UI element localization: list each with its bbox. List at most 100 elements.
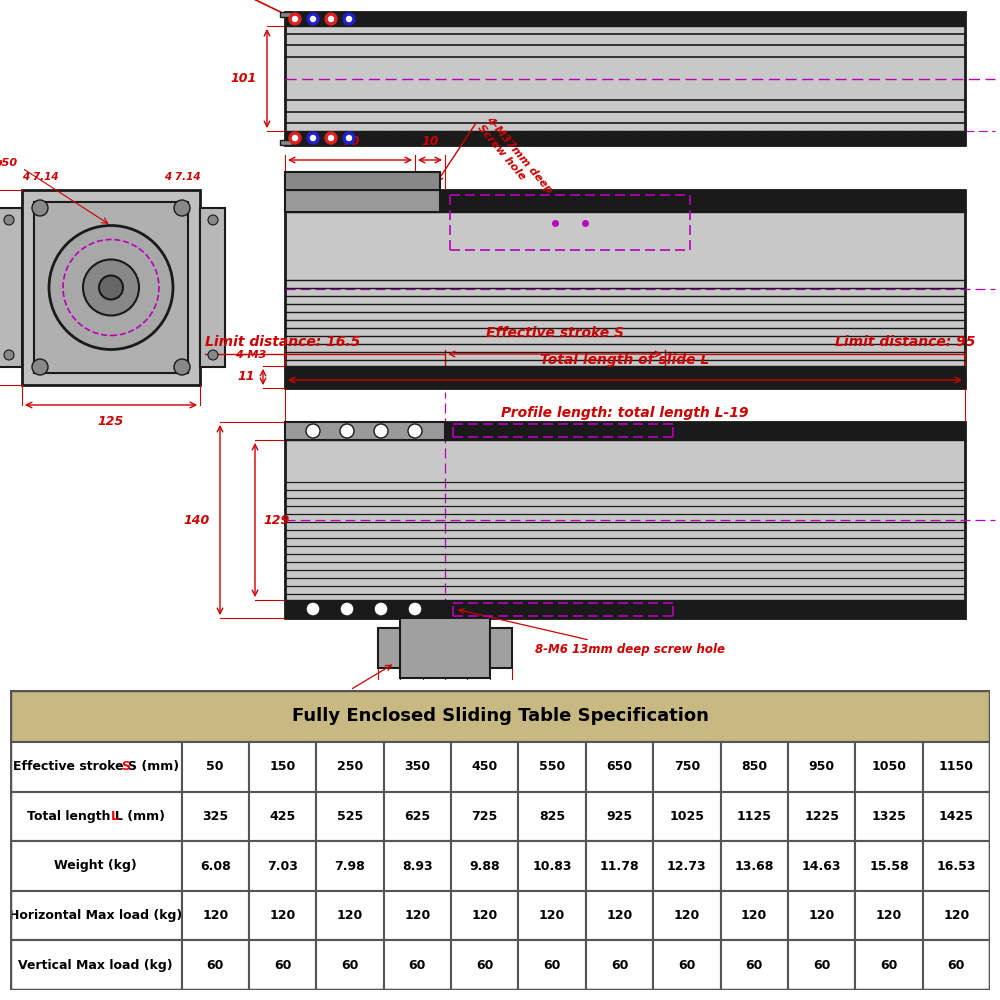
Text: 8.93: 8.93 xyxy=(402,859,433,872)
Text: 16: 16 xyxy=(320,194,337,208)
Text: 120: 120 xyxy=(606,909,633,922)
Text: 1425: 1425 xyxy=(939,810,974,823)
Text: 120: 120 xyxy=(539,909,565,922)
Text: Horizontal Max load (kg): Horizontal Max load (kg) xyxy=(9,909,182,922)
Circle shape xyxy=(208,350,218,360)
Circle shape xyxy=(49,226,173,350)
Bar xyxy=(378,628,400,668)
Bar xyxy=(518,940,586,990)
Circle shape xyxy=(347,135,352,140)
Text: 120: 120 xyxy=(741,909,767,922)
Text: Total length of slide L: Total length of slide L xyxy=(540,353,710,367)
Text: 950: 950 xyxy=(808,760,835,773)
Circle shape xyxy=(99,275,123,300)
Bar xyxy=(451,792,518,841)
Text: 120: 120 xyxy=(808,909,835,922)
Circle shape xyxy=(310,16,316,21)
Bar xyxy=(182,841,249,891)
Bar xyxy=(720,940,788,990)
Bar xyxy=(586,891,653,940)
Text: 120: 120 xyxy=(432,723,458,736)
Bar xyxy=(586,742,653,792)
Bar xyxy=(285,190,440,212)
Bar xyxy=(285,422,965,440)
Bar xyxy=(249,940,316,990)
Text: 11.78: 11.78 xyxy=(600,859,639,872)
Bar xyxy=(182,792,249,841)
Bar xyxy=(923,891,990,940)
Bar xyxy=(384,792,451,841)
Text: 50: 50 xyxy=(206,760,224,773)
Text: 8-M6 13mm deep screw hole: 8-M6 13mm deep screw hole xyxy=(459,609,725,656)
Bar xyxy=(490,628,512,668)
Text: 125: 125 xyxy=(98,415,124,428)
Bar xyxy=(653,742,720,792)
Bar xyxy=(285,131,965,145)
Bar xyxy=(586,940,653,990)
Bar xyxy=(285,422,965,618)
Text: 4 7.14: 4 7.14 xyxy=(164,172,200,182)
Bar xyxy=(182,891,249,940)
Bar xyxy=(653,841,720,891)
Text: 350: 350 xyxy=(404,760,430,773)
Text: 14.63: 14.63 xyxy=(802,859,841,872)
Text: 60: 60 xyxy=(678,959,696,972)
Bar xyxy=(586,792,653,841)
Text: 850: 850 xyxy=(741,760,767,773)
Bar xyxy=(0,208,22,367)
Bar xyxy=(923,792,990,841)
Bar xyxy=(586,841,653,891)
Text: 60: 60 xyxy=(880,959,898,972)
Circle shape xyxy=(325,132,337,144)
Text: 725: 725 xyxy=(472,810,498,823)
Circle shape xyxy=(343,132,355,144)
Bar xyxy=(384,940,451,990)
Text: 6.08: 6.08 xyxy=(200,859,231,872)
Text: 625: 625 xyxy=(404,810,430,823)
Circle shape xyxy=(174,200,190,216)
Text: 60: 60 xyxy=(948,959,965,972)
Text: S: S xyxy=(121,760,130,773)
Text: 60: 60 xyxy=(274,959,291,972)
Bar xyxy=(10,940,990,990)
Bar xyxy=(518,742,586,792)
Text: 2-Ø610mm deep
Pin hole: 2-Ø610mm deep Pin hole xyxy=(315,698,410,779)
Bar xyxy=(451,742,518,792)
Circle shape xyxy=(408,602,422,616)
Bar xyxy=(316,792,384,841)
Text: 13.68: 13.68 xyxy=(734,859,774,872)
Bar xyxy=(280,12,292,17)
Circle shape xyxy=(289,132,301,144)
Bar xyxy=(10,742,182,792)
Bar xyxy=(316,940,384,990)
Text: 60: 60 xyxy=(341,959,359,972)
Circle shape xyxy=(4,350,14,360)
Bar xyxy=(34,202,188,373)
Text: Effective stroke S: Effective stroke S xyxy=(486,326,624,340)
Text: 650: 650 xyxy=(606,760,633,773)
Text: 120: 120 xyxy=(404,909,430,922)
Bar xyxy=(384,891,451,940)
Bar xyxy=(316,841,384,891)
Bar xyxy=(923,841,990,891)
Text: 60: 60 xyxy=(746,959,763,972)
Bar xyxy=(788,742,855,792)
Bar xyxy=(249,891,316,940)
Circle shape xyxy=(32,200,48,216)
Text: 60: 60 xyxy=(813,959,830,972)
Text: Profile length: total length L-19: Profile length: total length L-19 xyxy=(501,406,749,420)
Bar xyxy=(720,792,788,841)
Text: Weight (kg): Weight (kg) xyxy=(54,859,137,872)
Text: 750: 750 xyxy=(674,760,700,773)
Bar xyxy=(10,841,990,891)
Bar xyxy=(10,792,182,841)
Text: 120: 120 xyxy=(337,909,363,922)
Bar xyxy=(285,366,965,388)
Bar xyxy=(384,841,451,891)
Text: Vertical Max load (kg): Vertical Max load (kg) xyxy=(18,959,173,972)
Bar xyxy=(316,742,384,792)
Bar xyxy=(285,12,965,26)
Text: 10.83: 10.83 xyxy=(532,859,572,872)
Circle shape xyxy=(292,16,298,21)
Bar xyxy=(285,600,965,618)
